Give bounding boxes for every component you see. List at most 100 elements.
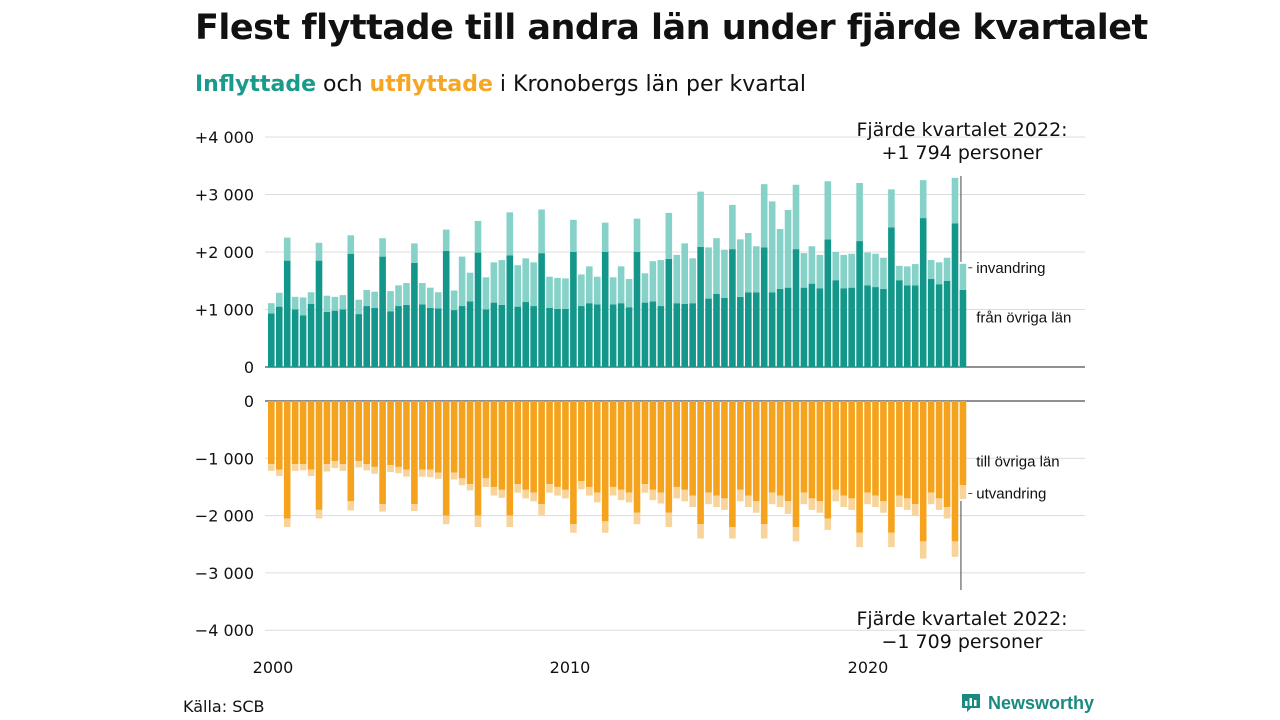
- bar-fran-ovriga-lan: [752, 292, 760, 367]
- bar-till-ovriga-lan: [617, 401, 625, 490]
- bar-till-ovriga-lan: [673, 401, 681, 487]
- bar-till-ovriga-lan: [387, 401, 394, 466]
- bar-till-ovriga-lan: [792, 401, 800, 528]
- bar-till-ovriga-lan: [331, 401, 339, 462]
- bar-fran-ovriga-lan: [832, 280, 840, 367]
- bar-fran-ovriga-lan: [339, 309, 347, 367]
- bar-till-ovriga-lan: [951, 401, 959, 542]
- bar-invandring: [601, 222, 609, 252]
- bottom-y-tick-label: −1 000: [195, 449, 254, 468]
- bar-utvandring: [474, 515, 482, 528]
- bar-utvandring: [450, 472, 458, 480]
- bar-till-ovriga-lan: [347, 401, 355, 502]
- bar-invandring: [657, 260, 665, 307]
- bar-fran-ovriga-lan: [562, 308, 569, 367]
- top-y-tick-label: +2 000: [195, 243, 254, 262]
- bar-till-ovriga-lan: [768, 401, 776, 493]
- bar-invandring: [959, 263, 967, 290]
- bar-fran-ovriga-lan: [570, 252, 577, 367]
- newsworthy-logo-icon: [962, 694, 980, 712]
- newsworthy-logo[interactable]: Newsworthy: [960, 692, 1094, 714]
- bar-till-ovriga-lan: [466, 401, 474, 485]
- bar-utvandring: [522, 489, 529, 499]
- bar-invandring: [864, 252, 871, 286]
- bar-utvandring: [689, 495, 696, 508]
- subtitle-rest: i Kronobergs län per kvartal: [492, 72, 807, 97]
- bar-fran-ovriga-lan: [331, 310, 339, 367]
- bar-invandring: [299, 297, 307, 316]
- bar-till-ovriga-lan: [760, 401, 768, 525]
- bar-utvandring: [498, 489, 506, 498]
- bottom-y-tick-label: −2 000: [195, 507, 254, 526]
- bar-fran-ovriga-lan: [474, 252, 482, 367]
- bar-invandring: [697, 191, 704, 247]
- bar-fran-ovriga-lan: [959, 289, 967, 367]
- bar-invandring: [729, 204, 736, 250]
- bar-utvandring: [538, 504, 545, 516]
- bar-invandring: [482, 277, 490, 310]
- bar-till-ovriga-lan: [530, 401, 537, 493]
- bar-till-ovriga-lan: [880, 401, 887, 502]
- bar-fran-ovriga-lan: [760, 247, 768, 367]
- bar-utvandring: [713, 495, 720, 508]
- bar-utvandring: [760, 524, 768, 539]
- bar-fran-ovriga-lan: [737, 296, 744, 367]
- bar-utvandring: [570, 524, 577, 533]
- bar-fran-ovriga-lan: [808, 283, 816, 367]
- bar-till-ovriga-lan: [363, 401, 370, 465]
- bar-utvandring: [633, 512, 641, 525]
- bar-utvandring: [442, 515, 450, 525]
- bar-till-ovriga-lan: [888, 401, 895, 533]
- bar-till-ovriga-lan: [554, 401, 561, 487]
- bar-invandring: [752, 246, 760, 293]
- bar-till-ovriga-lan: [458, 401, 466, 479]
- bar-till-ovriga-lan: [665, 401, 673, 513]
- bar-till-ovriga-lan: [840, 401, 847, 496]
- bar-utvandring: [339, 464, 347, 471]
- bar-fran-ovriga-lan: [578, 306, 585, 367]
- bar-invandring: [268, 303, 275, 314]
- top-y-tick-label: +3 000: [195, 186, 254, 205]
- bar-till-ovriga-lan: [832, 401, 840, 490]
- bar-till-ovriga-lan: [737, 401, 744, 490]
- bar-utvandring: [609, 486, 617, 496]
- bar-till-ovriga-lan: [919, 401, 927, 542]
- bar-till-ovriga-lan: [299, 401, 307, 465]
- bar-invandring: [546, 276, 553, 308]
- bar-fran-ovriga-lan: [411, 262, 418, 367]
- bar-utvandring: [625, 492, 633, 503]
- bar-utvandring: [411, 504, 418, 512]
- bar-fran-ovriga-lan: [904, 285, 911, 367]
- bar-invandring: [562, 278, 569, 309]
- bar-invandring: [745, 233, 752, 293]
- chart-title: Flest flyttade till andra län under fjär…: [195, 8, 1148, 48]
- bar-till-ovriga-lan: [824, 401, 832, 519]
- bar-utvandring: [959, 485, 967, 499]
- bar-till-ovriga-lan: [633, 401, 641, 513]
- bar-till-ovriga-lan: [427, 401, 434, 470]
- bar-till-ovriga-lan: [546, 401, 553, 485]
- bar-utvandring: [482, 478, 490, 487]
- bar-invandring: [888, 189, 895, 228]
- bar-utvandring: [315, 509, 323, 519]
- bar-fran-ovriga-lan: [697, 246, 704, 367]
- bar-invandring: [347, 235, 355, 254]
- bar-till-ovriga-lan: [474, 401, 482, 516]
- bottom-y-tick-label: 0: [244, 392, 254, 411]
- bar-invandring: [737, 239, 744, 297]
- bar-invandring: [339, 295, 347, 310]
- bar-till-ovriga-lan: [283, 401, 291, 519]
- bar-invandring: [307, 292, 315, 304]
- bar-till-ovriga-lan: [681, 401, 688, 490]
- bar-fran-ovriga-lan: [323, 311, 331, 367]
- bar-fran-ovriga-lan: [880, 288, 887, 367]
- bar-fran-ovriga-lan: [514, 306, 522, 367]
- bar-invandring: [832, 252, 840, 281]
- bar-utvandring: [601, 521, 609, 533]
- bottom-annotation-line2: −1 709 personer: [882, 631, 1043, 653]
- bar-fran-ovriga-lan: [745, 292, 752, 367]
- bar-invandring: [450, 290, 458, 311]
- bar-utvandring: [840, 495, 847, 508]
- bar-fran-ovriga-lan: [800, 287, 808, 367]
- bar-invandring: [896, 265, 903, 281]
